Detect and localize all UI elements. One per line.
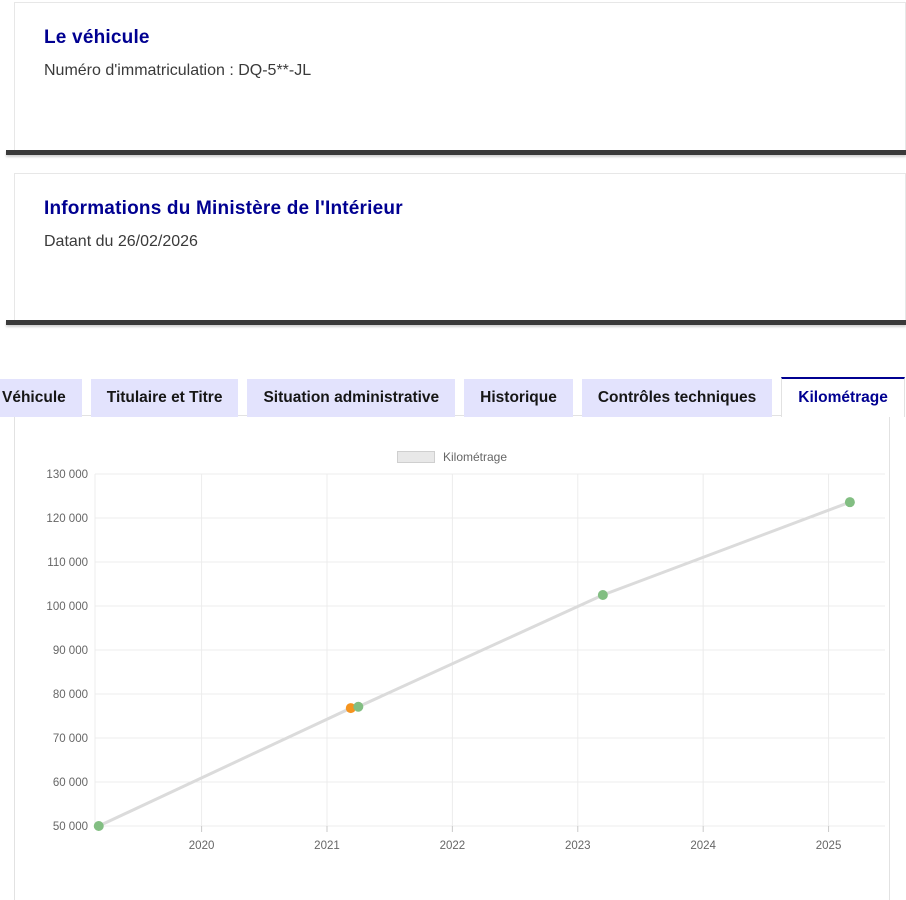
- ministry-info-card: Informations du Ministère de l'Intérieur…: [6, 173, 906, 325]
- svg-text:2022: 2022: [440, 840, 466, 852]
- svg-text:2023: 2023: [565, 840, 591, 852]
- svg-text:70 000: 70 000: [53, 733, 88, 745]
- vehicle-card: Le véhicule Numéro d'immatriculation : D…: [6, 2, 906, 155]
- svg-text:80 000: 80 000: [53, 689, 88, 701]
- tab-controles-techniques[interactable]: Contrôles techniques: [581, 379, 773, 417]
- tab-vehicule[interactable]: Véhicule: [0, 379, 82, 417]
- report-tab-bar: Véhicule Titulaire et Titre Situation ad…: [0, 377, 905, 417]
- tab-situation-administrative[interactable]: Situation administrative: [247, 379, 456, 417]
- ministry-info-card-box: Informations du Ministère de l'Intérieur…: [14, 173, 906, 320]
- legend-swatch-icon: [396, 451, 435, 463]
- tab-historique[interactable]: Historique: [464, 379, 573, 417]
- svg-text:90 000: 90 000: [53, 645, 88, 657]
- tab-kilometrage[interactable]: Kilométrage: [781, 377, 905, 417]
- legend-label: Kilométrage: [442, 450, 508, 464]
- svg-text:60 000: 60 000: [53, 777, 88, 789]
- svg-text:2020: 2020: [189, 840, 215, 852]
- svg-text:110 000: 110 000: [47, 557, 88, 569]
- svg-text:120 000: 120 000: [46, 513, 88, 525]
- svg-text:130 000: 130 000: [46, 469, 88, 481]
- kilometrage-tab-panel: 50 000 60 000 70 000 80 000 90 000 100 000 110…: [14, 415, 890, 900]
- kilometrage-chart: 50 000 60 000 70 000 80 000 90 000 100 000 110…: [46, 469, 885, 852]
- tab-titulaire-et-titre[interactable]: Titulaire et Titre: [90, 379, 239, 417]
- card-bottom-bar: [6, 150, 906, 155]
- vehicle-card-box: Le véhicule Numéro d'immatriculation : D…: [14, 2, 906, 150]
- svg-text:2025: 2025: [816, 840, 842, 852]
- data-date-text: Datant du 26/02/2026: [44, 233, 198, 250]
- vehicle-card-title: Le véhicule: [44, 27, 150, 48]
- chart-legend-item[interactable]: Kilométrage: [15, 450, 889, 464]
- svg-text:2024: 2024: [690, 840, 716, 852]
- svg-text:2021: 2021: [314, 840, 340, 852]
- registration-number-text: Numéro d'immatriculation : DQ-5**-JL: [44, 62, 312, 79]
- card-bottom-bar: [6, 320, 906, 325]
- svg-text:50 000: 50 000: [53, 821, 88, 833]
- ministry-info-card-title: Informations du Ministère de l'Intérieur: [44, 198, 403, 219]
- svg-text:100 000: 100 000: [46, 601, 88, 613]
